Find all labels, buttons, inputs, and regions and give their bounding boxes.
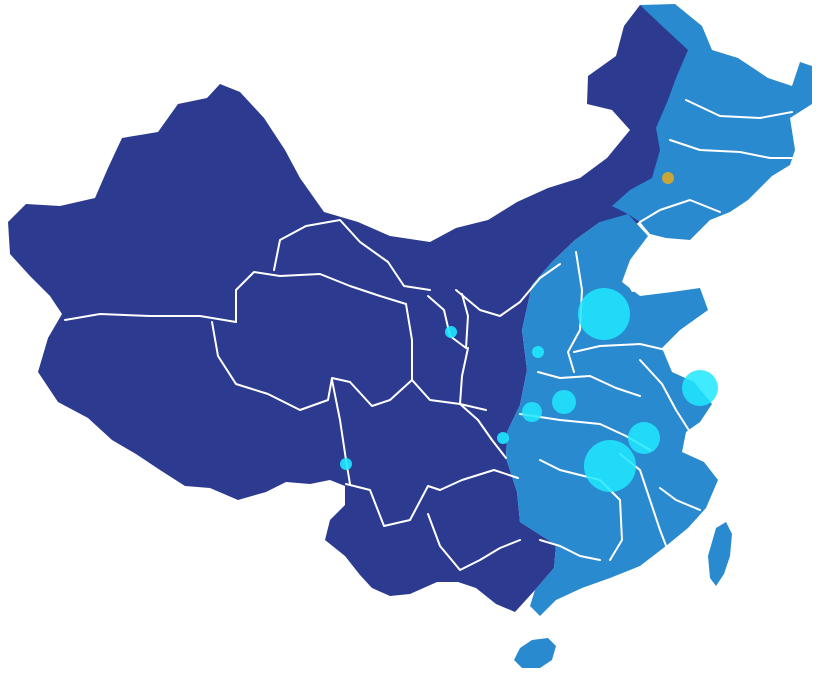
western-landmass[interactable] — [8, 5, 700, 612]
border-gansu — [273, 219, 431, 291]
bubble-hubei-west[interactable] — [522, 402, 542, 422]
border-xinjiang-qinghai — [235, 271, 407, 323]
border-yunnan-guangxi — [427, 513, 521, 571]
border-heilongjiang — [685, 99, 793, 119]
border-ningxia — [427, 293, 469, 349]
border-inner-mongolia — [455, 263, 561, 317]
bubble-yunnan-north[interactable] — [340, 458, 352, 470]
bubble-ningxia[interactable] — [445, 326, 457, 338]
border-anhui-jiangsu — [639, 359, 691, 433]
border-qinghai-sichuan — [349, 303, 413, 407]
bubble-jiangxi[interactable] — [628, 422, 660, 454]
province-borders — [64, 99, 793, 571]
marker-jilin[interactable] — [662, 172, 674, 184]
bohai-sea — [626, 246, 690, 292]
eastern-region — [506, 4, 812, 668]
border-fujian — [659, 487, 701, 511]
taiwan-island[interactable] — [708, 522, 732, 586]
border-xinjiang-tibet — [64, 313, 237, 323]
border-sichuan-guizhou — [411, 379, 507, 459]
bubble-shanxi-south[interactable] — [532, 346, 544, 358]
border-shaanxi — [459, 347, 487, 411]
bubble-henan-south[interactable] — [552, 390, 576, 414]
bubble-hunan[interactable] — [584, 440, 636, 492]
border-tibet-sichuan — [331, 379, 351, 485]
north-coastal-provinces[interactable] — [506, 214, 718, 616]
northeast-provinces[interactable] — [612, 4, 812, 240]
bubble-hebei[interactable] — [578, 288, 630, 340]
western-region — [8, 5, 700, 612]
border-sichuan-yunnan — [345, 483, 441, 527]
hainan-island[interactable] — [514, 638, 556, 668]
border-henan-hubei — [537, 371, 641, 397]
border-shanxi-hebei — [567, 251, 583, 373]
bubble-jiangsu[interactable] — [682, 370, 718, 406]
border-henan-shandong — [573, 343, 667, 353]
border-guangxi-guangdong — [539, 539, 601, 561]
border-jilin — [669, 139, 793, 159]
border-liaoning — [639, 199, 721, 223]
bubble-layer — [340, 288, 718, 492]
bubble-chongqing[interactable] — [497, 432, 509, 444]
border-guizhou — [439, 469, 519, 491]
